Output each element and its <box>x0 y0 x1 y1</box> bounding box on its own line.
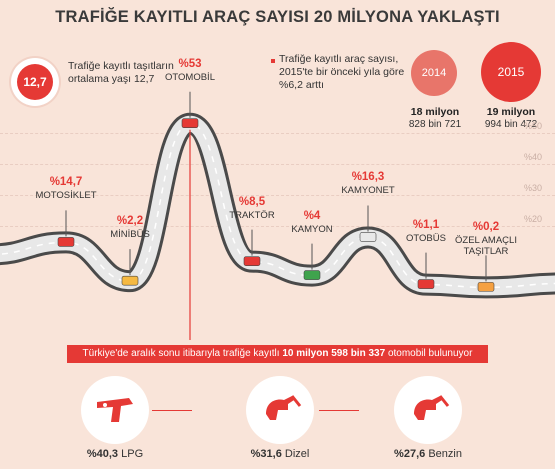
data-label: %8,5 <box>238 195 266 208</box>
average-age-badge: 12,7 <box>11 58 59 106</box>
year-2015-count-sub: 994 bin 472 <box>484 119 538 130</box>
banner-suffix: otomobil bulunuyor <box>387 348 473 359</box>
banner-highlight: 10 milyon 598 bin 337 <box>282 348 386 359</box>
diesel-label: %31,6 Dizel <box>225 448 335 460</box>
diesel-nozzle-icon <box>266 395 302 420</box>
data-point <box>121 275 139 286</box>
diesel-pct: %31,6 <box>250 448 282 460</box>
data-point <box>57 237 75 247</box>
diesel-circle <box>246 376 314 444</box>
gridline <box>0 226 555 227</box>
year-2014-count-main: 18 milyon <box>410 106 460 118</box>
benzin-label: %27,6 Benzin <box>373 448 483 460</box>
road-centerline <box>0 122 555 289</box>
category-label: OTOBÜS <box>406 232 446 244</box>
growth-note: Trafiğe kayıtlı araç sayısı, 2015'te bir… <box>279 53 405 91</box>
otomobil-banner: Türkiye'de aralık sonu itibarıyla trafiğ… <box>67 345 488 363</box>
data-label: %2,2 <box>116 215 144 228</box>
road-line-chart <box>0 91 555 340</box>
lpg-pct: %40,3 <box>86 448 119 460</box>
y-tick-label: %20 <box>524 214 543 224</box>
gridline <box>0 164 555 165</box>
lpg-label: %40,3 LPG <box>60 448 170 460</box>
category-label: ÖZEL AMAÇLI TAŞITLAR <box>455 235 517 258</box>
y-tick-label: %30 <box>524 183 543 193</box>
lpg-gun-icon <box>97 398 133 422</box>
data-label: %53 <box>178 57 202 70</box>
y-tick-label: %40 <box>524 152 543 162</box>
average-age-value: 12,7 <box>17 64 53 100</box>
diesel-name: Dizel <box>284 448 310 460</box>
data-label: %14,7 <box>49 176 83 189</box>
fuel-connector-1 <box>152 410 192 411</box>
year-2015-circle: 2015 <box>481 42 541 102</box>
category-label: KAMYONET <box>341 185 395 197</box>
year-2015-count: 19 milyon 994 bin 472 <box>471 106 551 131</box>
data-point <box>181 118 199 128</box>
gridline <box>0 133 555 134</box>
category-label: OTOMOBİL <box>165 71 215 83</box>
data-point <box>359 232 377 242</box>
category-label: MİNİBÜS <box>110 229 150 241</box>
data-point <box>417 279 435 289</box>
data-label: %16,3 <box>351 171 385 184</box>
data-label: %1,1 <box>412 218 440 231</box>
y-tick-label: %50 <box>524 121 543 131</box>
data-point <box>303 270 321 280</box>
data-label: %0,2 <box>472 221 500 234</box>
category-label: MOTOSİKLET <box>35 190 97 202</box>
infographic-title: TRAFİĞE KAYITLI ARAÇ SAYISI 20 MİLYONA Y… <box>55 8 500 26</box>
fuel-connector-2 <box>319 410 359 411</box>
gasoline-nozzle-icon <box>414 395 450 420</box>
banner-prefix: Türkiye'de aralık sonu itibarıyla trafiğ… <box>82 348 280 359</box>
data-label: %4 <box>303 209 321 222</box>
benzin-pct: %27,6 <box>394 448 426 460</box>
data-point <box>477 282 495 292</box>
lpg-name: LPG <box>121 448 144 460</box>
year-2014-circle: 2014 <box>411 50 457 96</box>
growth-note-marker <box>271 59 275 63</box>
year-2014-count-sub: 828 bin 721 <box>408 119 462 130</box>
year-2015-count-main: 19 milyon <box>486 106 536 118</box>
lpg-circle <box>81 376 149 444</box>
year-2014-count: 18 milyon 828 bin 721 <box>395 106 475 131</box>
category-label: KAMYON <box>291 223 333 235</box>
benzin-name: Benzin <box>428 448 462 460</box>
gridline <box>0 195 555 196</box>
benzin-circle <box>394 376 462 444</box>
data-point <box>243 256 261 266</box>
average-age-text: Trafiğe kayıtlı taşıtların ortalama yaşı… <box>68 60 174 85</box>
category-label: TRAKTÖR <box>229 209 275 221</box>
